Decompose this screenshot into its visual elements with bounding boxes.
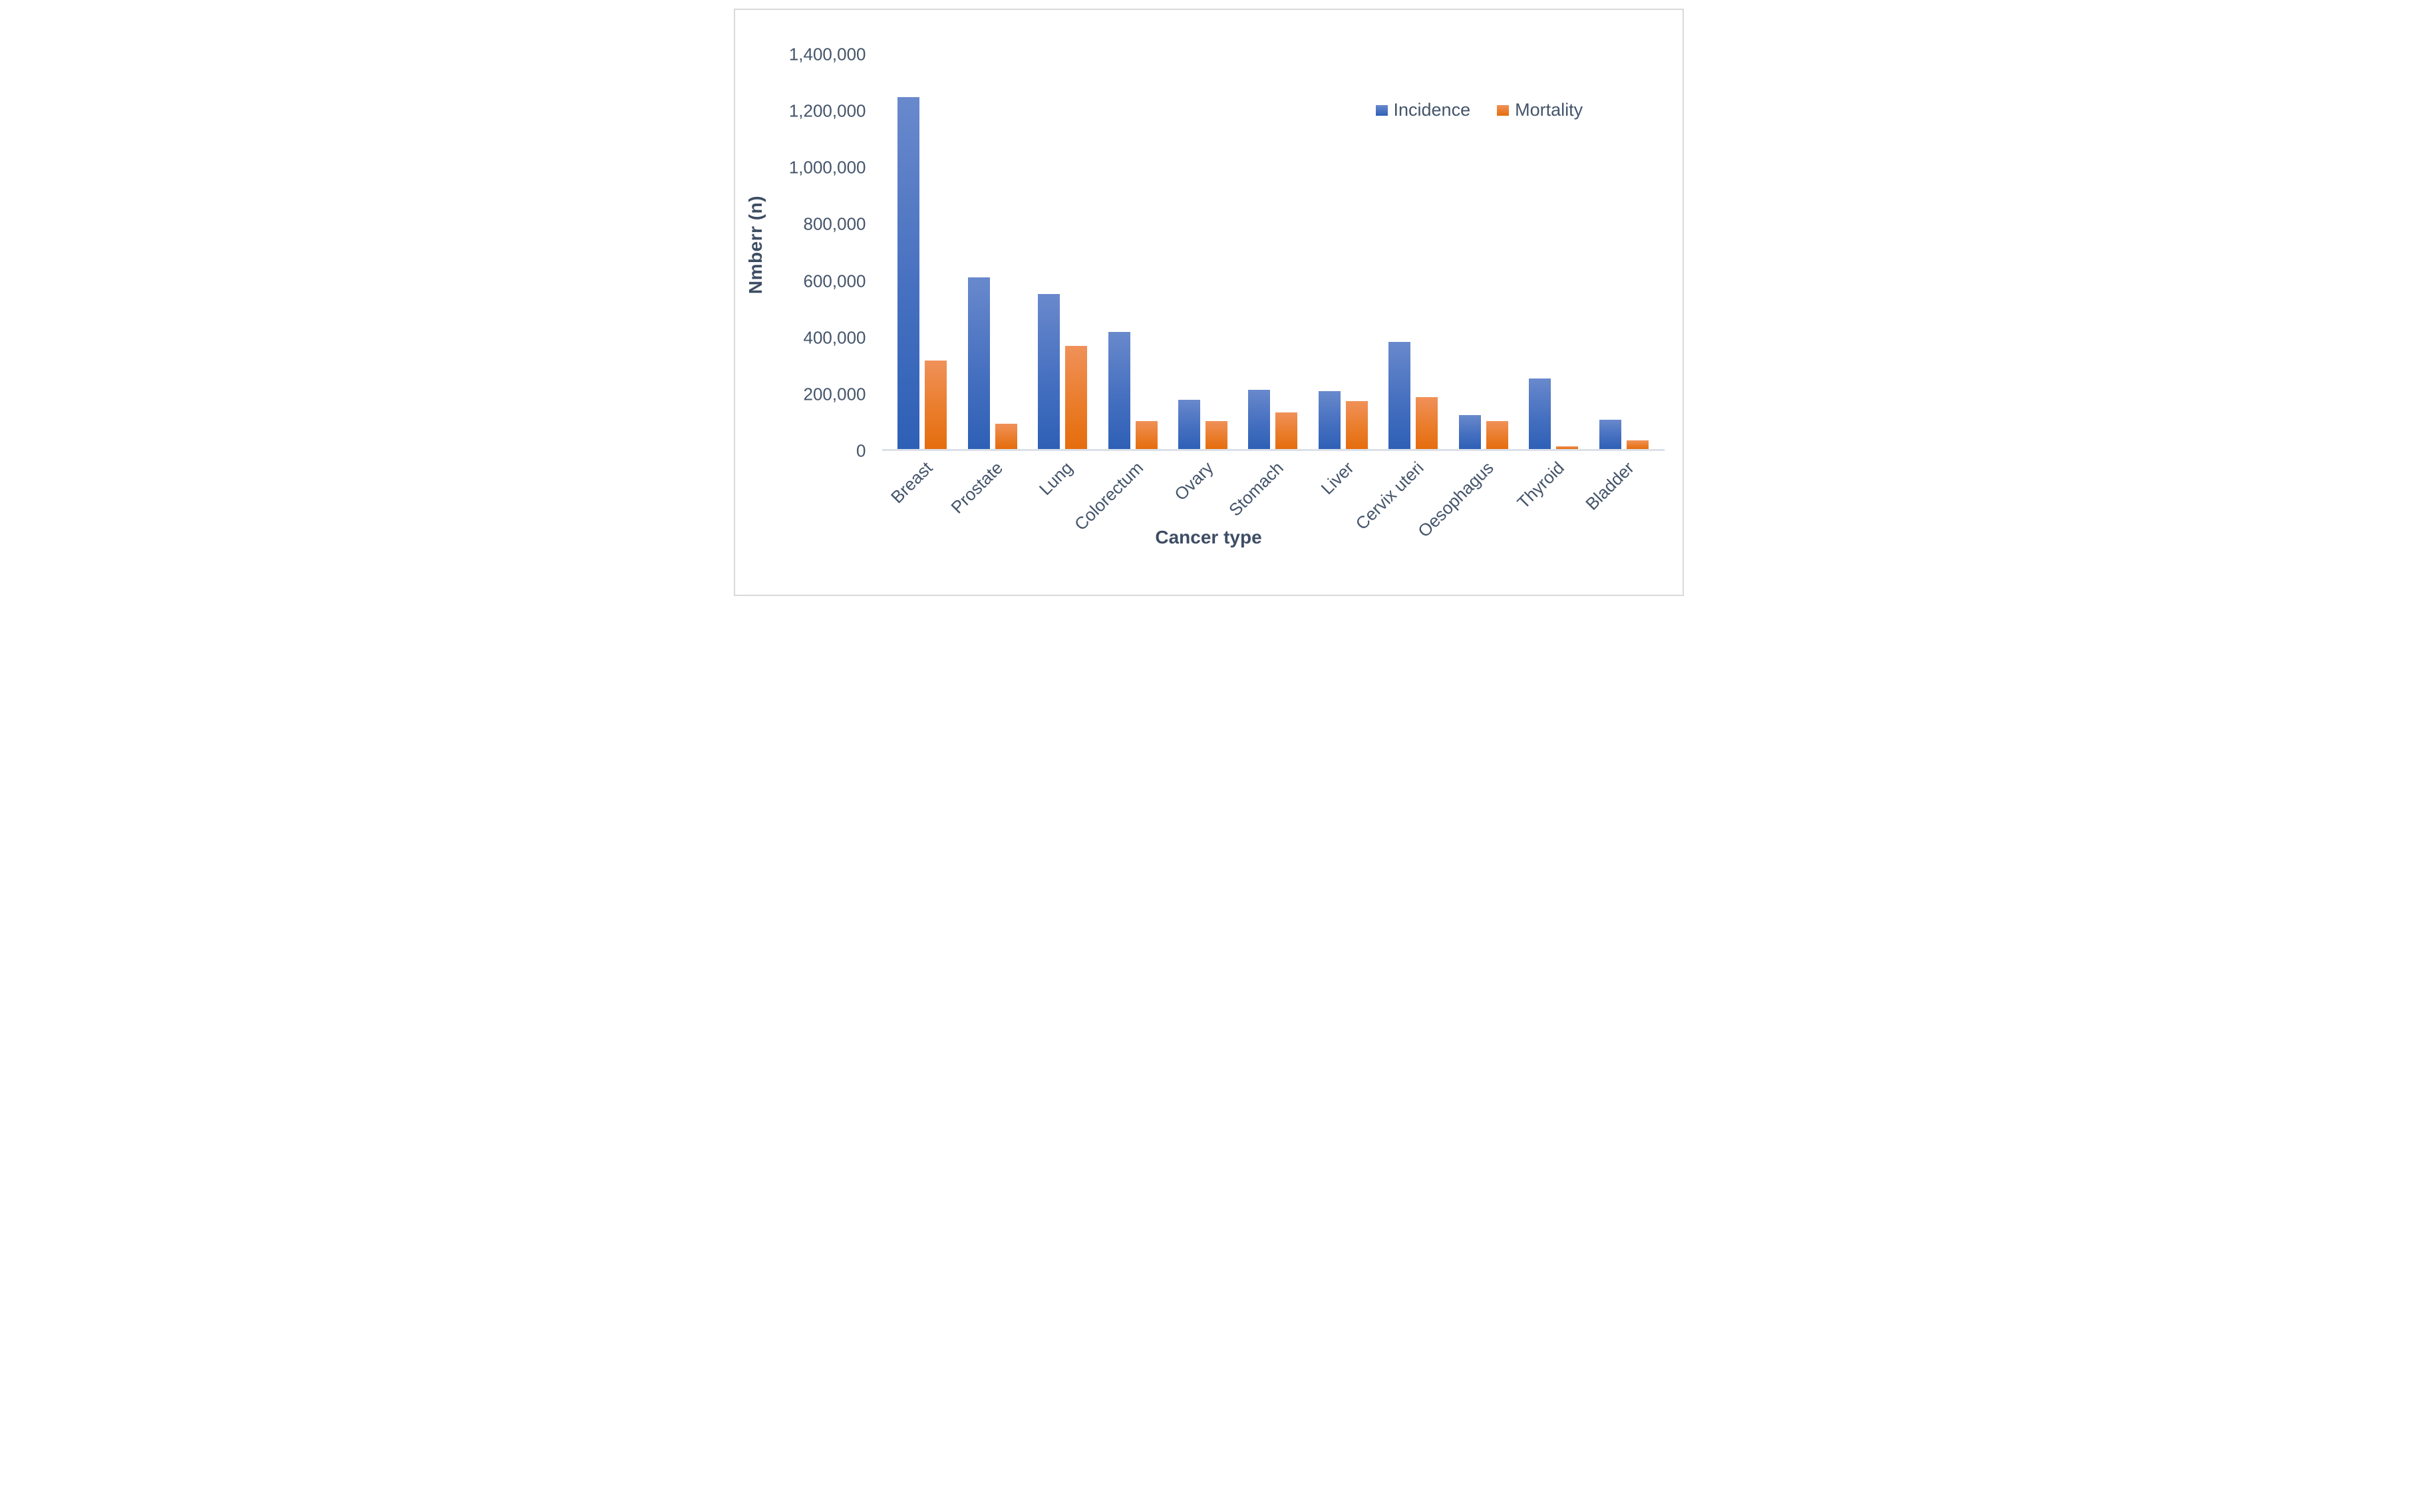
incidence-bar-bladder xyxy=(1599,419,1621,449)
y-tick-label: 400,000 xyxy=(803,327,866,348)
mortality-bar-ovary xyxy=(1206,420,1228,449)
incidence-bar-ovary xyxy=(1178,399,1201,449)
bar-group-thyroid xyxy=(1519,55,1589,449)
bar-group-ovary xyxy=(1168,55,1237,449)
bar-group-cervix-uteri xyxy=(1378,55,1448,449)
legend: Incidence Mortality xyxy=(1375,100,1583,120)
incidence-bar-thyroid xyxy=(1529,378,1551,449)
mortality-bar-oesophagus xyxy=(1486,420,1508,449)
y-tick-label: 0 xyxy=(856,440,866,461)
y-tick-label: 200,000 xyxy=(803,384,866,404)
mortality-bar-liver xyxy=(1345,401,1368,449)
y-tick-label: 800,000 xyxy=(803,214,866,234)
incidence-bar-stomach xyxy=(1248,390,1271,449)
mortality-bar-stomach xyxy=(1275,412,1298,449)
legend-label-mortality: Mortality xyxy=(1515,100,1583,120)
y-tick-label: 1,400,000 xyxy=(788,44,866,65)
bar-group-breast xyxy=(887,55,957,449)
chart-canvas: Nmberr (n) 0 200,000 400,000 600,000 800,000… xyxy=(725,0,1692,605)
mortality-bar-prostate xyxy=(995,423,1017,449)
plot-area: Breast Prostate Lung Colorectum Ovary Stomach… xyxy=(882,55,1665,541)
legend-item-mortality: Mortality xyxy=(1497,100,1583,120)
mortality-swatch-icon xyxy=(1497,104,1510,116)
bar-group-colorectum xyxy=(1098,55,1168,449)
incidence-bar-liver xyxy=(1318,391,1341,449)
mortality-bar-lung xyxy=(1065,346,1088,449)
legend-label-incidence: Incidence xyxy=(1393,100,1471,120)
legend-item-incidence: Incidence xyxy=(1375,100,1471,120)
mortality-bar-thyroid xyxy=(1556,446,1579,449)
mortality-bar-cervix-uteri xyxy=(1416,396,1438,449)
bar-group-liver xyxy=(1308,55,1378,449)
bar-group-bladder xyxy=(1589,55,1659,449)
bar-groups xyxy=(887,55,1659,449)
incidence-bar-prostate xyxy=(967,277,990,449)
bar-group-prostate xyxy=(957,55,1027,449)
mortality-bar-breast xyxy=(925,360,947,449)
bar-group-oesophagus xyxy=(1448,55,1518,449)
incidence-bar-oesophagus xyxy=(1458,415,1481,449)
chart-border-frame xyxy=(733,9,1684,596)
mortality-bar-bladder xyxy=(1626,440,1649,449)
mortality-bar-colorectum xyxy=(1135,420,1158,449)
x-axis-line xyxy=(882,449,1665,451)
y-tick-label: 600,000 xyxy=(803,271,866,291)
incidence-bar-breast xyxy=(897,96,920,449)
incidence-swatch-icon xyxy=(1375,104,1388,116)
bar-group-stomach xyxy=(1238,55,1308,449)
y-tick-label: 1,000,000 xyxy=(788,157,866,178)
incidence-bar-colorectum xyxy=(1108,332,1130,449)
incidence-bar-lung xyxy=(1038,294,1060,449)
y-tick-label: 1,200,000 xyxy=(788,100,866,121)
x-axis-title: Cancer type xyxy=(1155,527,1262,547)
y-axis-tick-labels: 0 200,000 400,000 600,000 800,000 1,000,000 1,… xyxy=(725,45,876,461)
bar-group-lung xyxy=(1027,55,1097,449)
incidence-bar-cervix-uteri xyxy=(1388,342,1411,449)
